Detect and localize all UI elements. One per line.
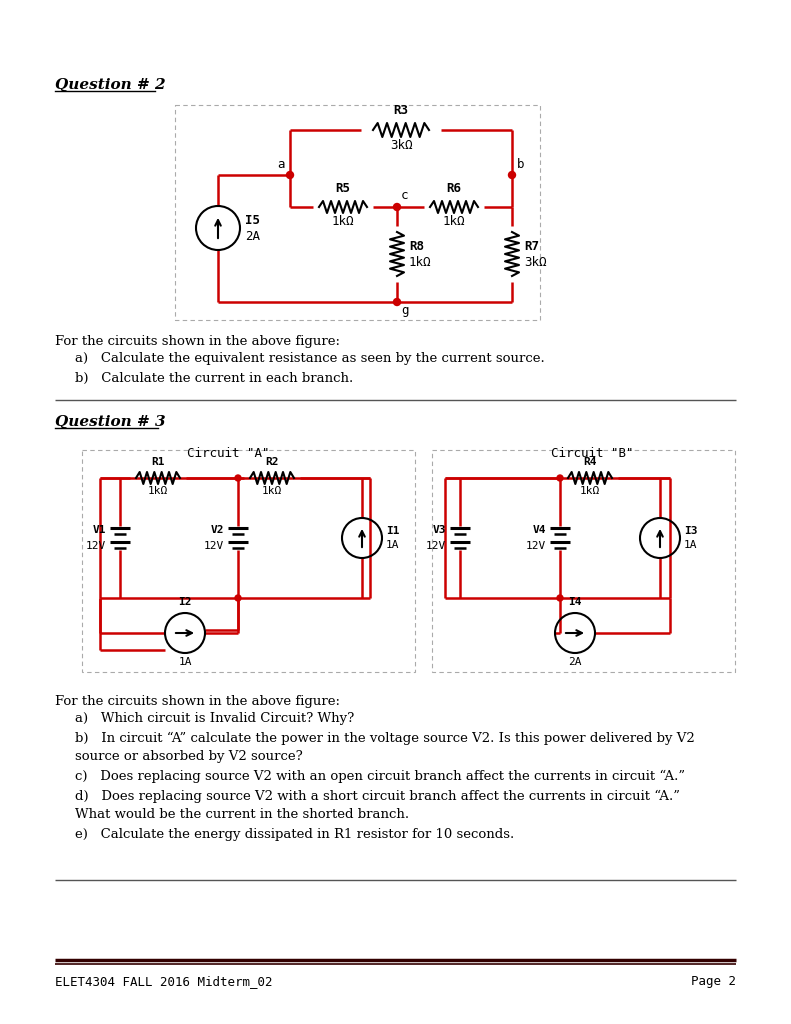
Text: 1A: 1A (386, 540, 399, 550)
Text: 1A: 1A (684, 540, 698, 550)
Text: a: a (278, 158, 285, 171)
Text: I1: I1 (386, 526, 399, 536)
Text: V1: V1 (93, 525, 106, 535)
Text: Question # 3: Question # 3 (55, 415, 165, 429)
Text: 1kΩ: 1kΩ (331, 215, 354, 228)
Text: Question # 2: Question # 2 (55, 78, 165, 92)
Circle shape (557, 475, 563, 481)
Text: b: b (517, 158, 524, 171)
Text: R6: R6 (446, 182, 461, 195)
Text: I3: I3 (684, 526, 698, 536)
Text: 12V: 12V (204, 541, 224, 551)
Text: Page 2: Page 2 (691, 975, 736, 988)
Text: Circuit "A": Circuit "A" (187, 447, 269, 460)
Circle shape (235, 595, 241, 601)
Text: a)   Which circuit is Invalid Circuit? Why?: a) Which circuit is Invalid Circuit? Why… (75, 712, 354, 725)
Text: V4: V4 (532, 525, 546, 535)
Text: 3kΩ: 3kΩ (524, 256, 547, 268)
Text: c)   Does replacing source V2 with an open circuit branch affect the currents in: c) Does replacing source V2 with an open… (75, 770, 685, 783)
Text: For the circuits shown in the above figure:: For the circuits shown in the above figu… (55, 695, 340, 708)
Text: R8: R8 (409, 240, 424, 253)
Bar (82, 450, 415, 672)
Text: e)   Calculate the energy dissipated in R1 resistor for 10 seconds.: e) Calculate the energy dissipated in R1… (75, 828, 514, 841)
Text: R3: R3 (393, 104, 408, 117)
Text: R1: R1 (151, 457, 165, 467)
Bar (432, 450, 735, 672)
Text: 1A: 1A (178, 657, 191, 667)
Circle shape (509, 171, 516, 178)
Text: 3kΩ: 3kΩ (390, 139, 412, 152)
Text: 12V: 12V (85, 541, 106, 551)
Text: For the circuits shown in the above figure:: For the circuits shown in the above figu… (55, 335, 340, 348)
Text: I2: I2 (178, 597, 191, 607)
Text: Circuit "B": Circuit "B" (551, 447, 634, 460)
Text: 1kΩ: 1kΩ (580, 486, 600, 496)
Text: R7: R7 (524, 240, 539, 253)
Text: 12V: 12V (426, 541, 446, 551)
Text: 2A: 2A (245, 229, 260, 243)
Text: 1kΩ: 1kΩ (148, 486, 168, 496)
Circle shape (393, 204, 400, 211)
Text: R2: R2 (265, 457, 278, 467)
Text: 1kΩ: 1kΩ (262, 486, 282, 496)
Circle shape (286, 171, 293, 178)
Text: 1kΩ: 1kΩ (409, 256, 432, 268)
Text: c: c (401, 189, 408, 202)
Text: a)   Calculate the equivalent resistance as seen by the current source.: a) Calculate the equivalent resistance a… (75, 352, 545, 365)
Text: V3: V3 (433, 525, 446, 535)
Circle shape (557, 595, 563, 601)
Text: What would be the current in the shorted branch.: What would be the current in the shorted… (75, 808, 409, 821)
Text: V2: V2 (210, 525, 224, 535)
Bar (175, 105, 540, 319)
Text: b)   Calculate the current in each branch.: b) Calculate the current in each branch. (75, 372, 354, 385)
Text: source or absorbed by V2 source?: source or absorbed by V2 source? (75, 750, 303, 763)
Text: I5: I5 (245, 213, 260, 226)
Text: 2A: 2A (568, 657, 581, 667)
Text: 12V: 12V (526, 541, 546, 551)
Text: d)   Does replacing source V2 with a short circuit branch affect the currents in: d) Does replacing source V2 with a short… (75, 790, 680, 803)
Text: g: g (401, 304, 408, 317)
Circle shape (393, 299, 400, 305)
Circle shape (235, 475, 241, 481)
Text: ELET4304 FALL 2016 Midterm_02: ELET4304 FALL 2016 Midterm_02 (55, 975, 273, 988)
Text: b)   In circuit “A” calculate the power in the voltage source V2. Is this power : b) In circuit “A” calculate the power in… (75, 732, 694, 745)
Text: R4: R4 (583, 457, 596, 467)
Text: 1kΩ: 1kΩ (443, 215, 465, 228)
Text: R5: R5 (335, 182, 350, 195)
Text: I4: I4 (568, 597, 581, 607)
